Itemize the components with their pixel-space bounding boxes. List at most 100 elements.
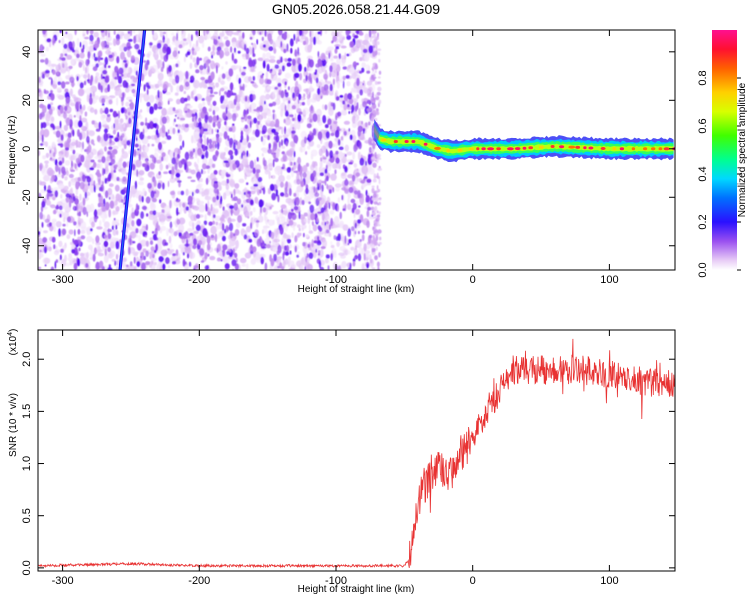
heatmap-cell xyxy=(165,91,172,96)
heatmap-cell xyxy=(193,267,196,270)
heatmap-cell xyxy=(264,216,269,226)
heatmap-cell xyxy=(299,232,302,237)
heatmap-cell xyxy=(234,252,238,259)
heatmap-cell xyxy=(299,72,303,81)
heatmap-cell xyxy=(174,92,179,96)
heatmap-cell xyxy=(45,200,52,206)
heatmap-cell xyxy=(273,47,277,54)
heatmap-cell xyxy=(353,190,358,195)
heatmap-cell xyxy=(47,103,52,110)
heatmap-cell xyxy=(162,263,166,270)
heatmap-cell xyxy=(317,87,321,96)
heatmap-cell xyxy=(75,181,80,190)
heatmap-cell xyxy=(235,140,238,146)
heatmap-cell xyxy=(265,71,269,79)
heatmap-cell xyxy=(347,228,352,237)
heatmap-cell xyxy=(268,162,274,167)
heatmap-cell xyxy=(252,167,256,174)
heatmap-cell xyxy=(38,76,41,84)
heatmap-cell xyxy=(169,177,176,183)
heatmap-cell xyxy=(288,219,294,226)
heatmap-cell xyxy=(247,191,252,195)
heatmap-cell xyxy=(213,188,218,194)
heatmap-cell xyxy=(97,55,101,62)
heatmap-cell xyxy=(290,168,294,178)
heatmap-cell xyxy=(116,176,120,181)
heatmap-cell xyxy=(281,126,284,135)
heatmap-cell xyxy=(347,197,350,205)
heatmap-cell xyxy=(260,74,264,79)
heatmap-cell xyxy=(161,52,165,56)
heatmap-cell xyxy=(99,202,105,207)
heatmap-cell xyxy=(202,106,206,114)
colorbar: 0.00.20.40.60.8 Normalized spectral ampl… xyxy=(697,30,748,278)
heatmap-cell xyxy=(150,190,155,199)
heatmap-cell xyxy=(152,254,155,259)
heatmap-cell xyxy=(113,30,116,35)
heatmap-cell xyxy=(253,109,259,112)
heatmap-cell xyxy=(322,115,327,124)
heatmap-cell xyxy=(296,254,300,258)
heatmap-cell xyxy=(91,221,95,228)
heatmap-cell xyxy=(377,167,383,171)
heatmap-cell xyxy=(134,143,139,148)
heatmap-cell xyxy=(240,127,244,132)
heatmap-cell xyxy=(64,88,69,93)
heatmap-cell xyxy=(80,230,86,234)
heatmap-cell xyxy=(329,72,332,78)
heatmap-cell xyxy=(111,237,117,242)
heatmap-cell xyxy=(219,32,226,37)
heatmap-cell xyxy=(103,240,109,248)
heatmap-cell xyxy=(212,196,217,203)
heatmap-cell xyxy=(307,243,311,248)
x-tick-label: -300 xyxy=(52,575,74,587)
heatmap-cell xyxy=(205,150,209,159)
heatmap-cell xyxy=(313,240,318,244)
heatmap-cell xyxy=(376,91,381,96)
heatmap-cell xyxy=(320,86,324,93)
heatmap-cell xyxy=(53,209,57,215)
heatmap-cell xyxy=(112,210,119,215)
heatmap-cell xyxy=(365,195,370,203)
heatmap-cell xyxy=(171,261,177,265)
heatmap-cell xyxy=(120,108,125,114)
heatmap-cell xyxy=(236,141,241,150)
heatmap-cell xyxy=(357,230,360,235)
heatmap-cell xyxy=(212,220,216,225)
heatmap-cell xyxy=(305,74,308,82)
heatmap-cell xyxy=(259,253,266,259)
heatmap-cell xyxy=(38,253,44,258)
heatmap-cell xyxy=(241,135,244,141)
heatmap-cell xyxy=(357,219,361,224)
heatmap-cell xyxy=(365,122,368,128)
heatmap-cell xyxy=(143,92,150,102)
heatmap-cell xyxy=(70,141,76,147)
heatmap-cell xyxy=(79,181,85,190)
heatmap-cell xyxy=(74,30,77,36)
heatmap-cell xyxy=(198,35,205,44)
heatmap-cell xyxy=(316,182,319,188)
heatmap-cell xyxy=(322,104,325,110)
heatmap-cell xyxy=(157,142,163,151)
heatmap-cell xyxy=(330,244,335,249)
heatmap-cell xyxy=(209,255,216,261)
heatmap-cell xyxy=(290,47,293,54)
heatmap-cell xyxy=(169,75,173,83)
heatmap-cell xyxy=(107,247,112,253)
heatmap-cell xyxy=(114,260,117,267)
heatmap-cell xyxy=(366,220,370,229)
heatmap-cell xyxy=(192,117,195,122)
heatmap-cell xyxy=(191,191,194,197)
heatmap-cell xyxy=(101,181,104,185)
heatmap-cell xyxy=(200,260,205,263)
heatmap-cell xyxy=(258,199,264,208)
heatmap-cell xyxy=(374,94,378,98)
heatmap-cell xyxy=(44,257,51,264)
heatmap-cell xyxy=(102,217,106,223)
heatmap-cell xyxy=(372,91,374,99)
heatmap-cell xyxy=(229,231,233,239)
heatmap-cell xyxy=(136,169,139,178)
heatmap-cell xyxy=(167,100,170,105)
heatmap-cell xyxy=(373,239,378,246)
heatmap-cell xyxy=(99,220,102,227)
